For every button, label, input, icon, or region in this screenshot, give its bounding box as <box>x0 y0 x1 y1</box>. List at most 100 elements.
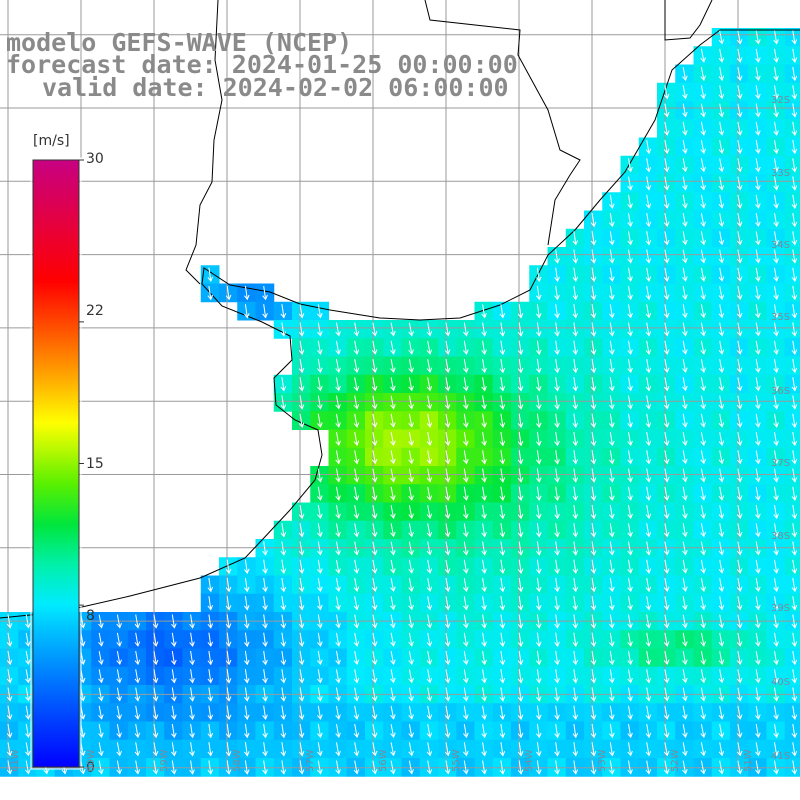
wind-arrow <box>700 85 706 100</box>
wind-arrow <box>554 486 560 502</box>
wind-arrow <box>152 760 159 775</box>
wind-arrow <box>682 322 688 337</box>
wind-arrow <box>554 450 560 465</box>
wind-cell <box>784 356 800 376</box>
wind-arrow <box>298 358 305 374</box>
wind-arrow <box>682 559 688 574</box>
wind-arrow <box>189 687 195 702</box>
wind-arrow <box>791 596 798 611</box>
wind-arrow <box>481 541 487 556</box>
wind-arrow <box>6 760 13 775</box>
wind-arrow <box>335 669 341 684</box>
wind-arrow <box>791 121 798 136</box>
wind-arrow <box>554 596 560 611</box>
wind-arrow <box>371 559 378 574</box>
wind-arrow <box>627 213 633 228</box>
wind-arrow <box>663 377 670 392</box>
wind-arrow <box>408 377 414 392</box>
wind-arrow <box>536 614 542 629</box>
wind-arrow <box>317 468 323 483</box>
wind-arrow <box>371 486 378 501</box>
wind-arrow <box>700 231 706 246</box>
wind-arrow <box>298 304 305 319</box>
wind-arrow <box>280 596 287 611</box>
wind-arrow <box>700 724 706 739</box>
wind-arrow <box>755 505 761 520</box>
wind-arrow <box>700 194 706 209</box>
wind-arrow <box>353 742 360 757</box>
wind-arrow <box>682 121 688 136</box>
wind-arrow <box>481 577 487 593</box>
wind-arrow <box>262 559 268 574</box>
wind-arrow <box>408 395 414 410</box>
lat-label-37s: 37S <box>771 458 791 469</box>
wind-arrow <box>609 559 615 574</box>
wind-arrow <box>682 67 688 82</box>
wind-arrow <box>609 450 615 465</box>
wind-arrow <box>682 705 688 720</box>
wind-arrow <box>682 450 688 465</box>
wind-arrow <box>663 395 670 410</box>
wind-cell <box>784 593 800 613</box>
wind-arrow <box>572 596 579 611</box>
wind-arrow <box>736 614 743 629</box>
wind-arrow <box>371 395 378 410</box>
wind-arrow <box>280 577 287 593</box>
wind-arrow <box>444 432 451 447</box>
wind-arrow <box>609 304 615 319</box>
wind-arrow <box>335 742 341 757</box>
wind-arrow <box>773 705 779 720</box>
wind-arrow <box>517 742 524 757</box>
wind-arrow <box>718 158 725 173</box>
wind-cell <box>784 520 800 540</box>
wind-arrow <box>791 103 798 118</box>
wind-arrow <box>645 541 652 556</box>
wind-arrow <box>718 213 725 228</box>
wind-arrow <box>371 651 378 666</box>
wind-arrow <box>609 212 615 228</box>
wind-arrow <box>663 578 670 593</box>
wind-arrow <box>426 468 433 483</box>
wind-arrow <box>171 705 177 720</box>
wind-arrow <box>682 140 688 155</box>
wind-arrow <box>755 669 761 684</box>
wind-arrow <box>262 650 268 666</box>
wind-arrow <box>736 559 743 574</box>
wind-arrow <box>298 395 305 410</box>
lon-label-54w: 54W <box>524 749 535 772</box>
wind-arrow <box>207 669 214 684</box>
wind-arrow <box>755 30 761 45</box>
wind-arrow <box>390 742 396 757</box>
wind-arrow <box>663 340 670 355</box>
wind-arrow <box>627 541 633 556</box>
wind-arrow <box>408 687 414 702</box>
wind-arrow <box>791 486 798 501</box>
colorbar-units: [m/s] <box>33 133 70 149</box>
wind-arrow <box>645 614 652 629</box>
wind-arrow <box>682 596 688 611</box>
wind-arrow <box>517 504 524 520</box>
wind-arrow <box>791 559 798 574</box>
wind-arrow <box>609 267 615 282</box>
wind-arrow <box>371 614 378 629</box>
wind-arrow <box>499 358 506 374</box>
wind-arrow <box>554 468 560 483</box>
wind-arrow <box>554 760 560 775</box>
wind-arrow <box>463 724 469 739</box>
wind-arrow <box>353 705 360 720</box>
wind-arrow <box>645 340 652 355</box>
wind-arrow <box>773 30 779 45</box>
wind-arrow <box>663 742 670 757</box>
wind-arrow <box>791 377 798 392</box>
wind-arrow <box>225 614 232 629</box>
wind-arrow <box>335 578 341 593</box>
wind-arrow <box>572 340 579 355</box>
wind-arrow <box>773 176 779 191</box>
wind-arrow <box>371 632 378 647</box>
wind-arrow <box>755 340 761 355</box>
wind-arrow <box>627 687 633 702</box>
wind-arrow <box>755 194 761 209</box>
wind-arrow <box>609 687 615 702</box>
wind-arrow <box>755 614 761 629</box>
wind-arrow <box>371 322 378 337</box>
